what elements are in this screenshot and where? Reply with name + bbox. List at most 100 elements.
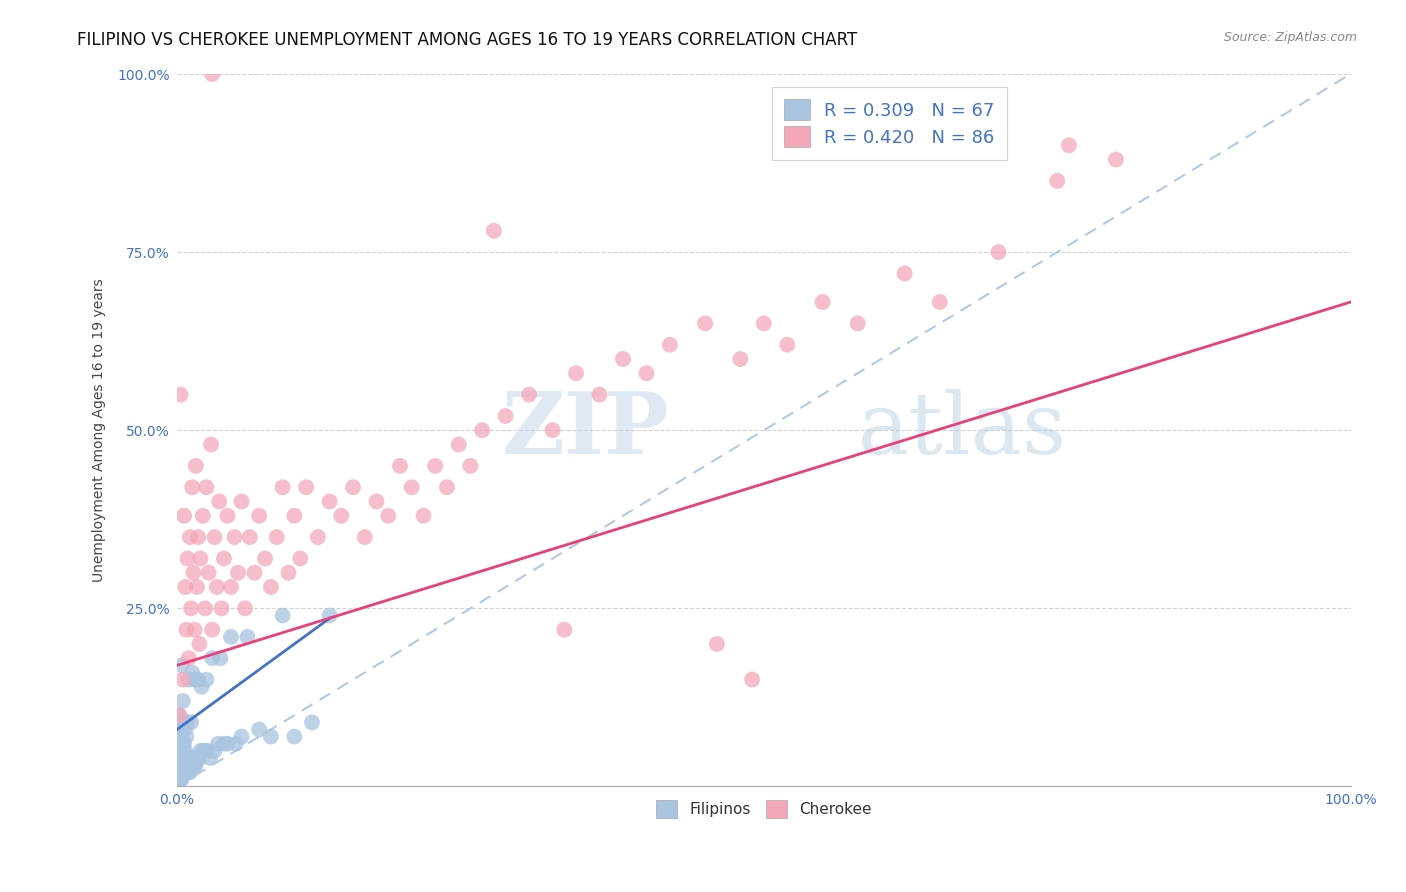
Point — [186, 580, 208, 594]
Point — [204, 530, 226, 544]
Point — [342, 480, 364, 494]
Point — [706, 637, 728, 651]
Point — [436, 480, 458, 494]
Point — [177, 765, 200, 780]
Point — [180, 715, 202, 730]
Point — [239, 530, 262, 544]
Point — [260, 730, 283, 744]
Point — [553, 623, 575, 637]
Point — [169, 715, 191, 730]
Point — [169, 758, 191, 772]
Point — [1046, 174, 1069, 188]
Point — [266, 530, 288, 544]
Point — [177, 651, 200, 665]
Point — [295, 480, 318, 494]
Point — [846, 317, 869, 331]
Point — [169, 708, 191, 723]
Point — [447, 437, 470, 451]
Point — [186, 751, 208, 765]
Point — [181, 758, 204, 772]
Point — [173, 765, 195, 780]
Point — [231, 730, 253, 744]
Point — [208, 494, 231, 508]
Point — [225, 737, 247, 751]
Point — [180, 601, 202, 615]
Point — [231, 494, 253, 508]
Point — [1105, 153, 1128, 167]
Point — [201, 67, 224, 81]
Point — [330, 508, 353, 523]
Point — [176, 623, 198, 637]
Point — [184, 458, 207, 473]
Point — [212, 551, 235, 566]
Point — [517, 387, 540, 401]
Point — [191, 508, 214, 523]
Point — [183, 566, 205, 580]
Point — [776, 337, 799, 351]
Point — [181, 480, 204, 494]
Point — [173, 737, 195, 751]
Point — [197, 744, 219, 758]
Point — [172, 765, 194, 780]
Point — [187, 673, 209, 687]
Point — [612, 351, 634, 366]
Point — [1057, 138, 1080, 153]
Point — [212, 737, 235, 751]
Point — [226, 566, 249, 580]
Point — [412, 508, 434, 523]
Point — [201, 623, 224, 637]
Point — [184, 758, 207, 772]
Point — [730, 351, 752, 366]
Point — [198, 751, 221, 765]
Point — [217, 737, 239, 751]
Text: ZIP: ZIP — [502, 388, 669, 472]
Point — [183, 673, 205, 687]
Point — [741, 673, 763, 687]
Point — [811, 295, 834, 310]
Point — [170, 658, 193, 673]
Point — [183, 758, 205, 772]
Point — [181, 665, 204, 680]
Point — [187, 530, 209, 544]
Point — [247, 508, 270, 523]
Point — [247, 723, 270, 737]
Point — [172, 673, 194, 687]
Point — [271, 480, 294, 494]
Point — [169, 708, 191, 723]
Point — [200, 437, 222, 451]
Point — [176, 730, 198, 744]
Point — [211, 601, 233, 615]
Point — [471, 423, 494, 437]
Point — [495, 409, 517, 423]
Point — [195, 480, 218, 494]
Point — [176, 715, 198, 730]
Point — [172, 744, 194, 758]
Point — [188, 751, 211, 765]
Point — [271, 608, 294, 623]
Point — [658, 337, 681, 351]
Point — [425, 458, 447, 473]
Point — [377, 508, 399, 523]
Point — [190, 680, 212, 694]
Point — [194, 601, 217, 615]
Point — [167, 765, 190, 780]
Point — [191, 744, 214, 758]
Point — [174, 723, 197, 737]
Point — [176, 551, 198, 566]
Point — [541, 423, 564, 437]
Point — [169, 765, 191, 780]
Point — [353, 530, 375, 544]
Point — [169, 772, 191, 787]
Point — [928, 295, 950, 310]
Point — [224, 530, 246, 544]
Point — [318, 494, 340, 508]
Point — [752, 317, 775, 331]
Point — [482, 224, 505, 238]
Point — [174, 758, 197, 772]
Point — [207, 737, 229, 751]
Point — [401, 480, 423, 494]
Point — [174, 744, 197, 758]
Point — [204, 744, 226, 758]
Point — [190, 744, 212, 758]
Point — [176, 751, 198, 765]
